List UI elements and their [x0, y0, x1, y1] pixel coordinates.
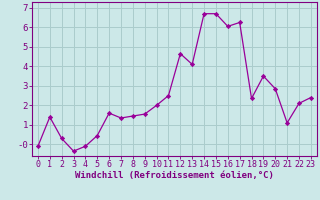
- X-axis label: Windchill (Refroidissement éolien,°C): Windchill (Refroidissement éolien,°C): [75, 171, 274, 180]
